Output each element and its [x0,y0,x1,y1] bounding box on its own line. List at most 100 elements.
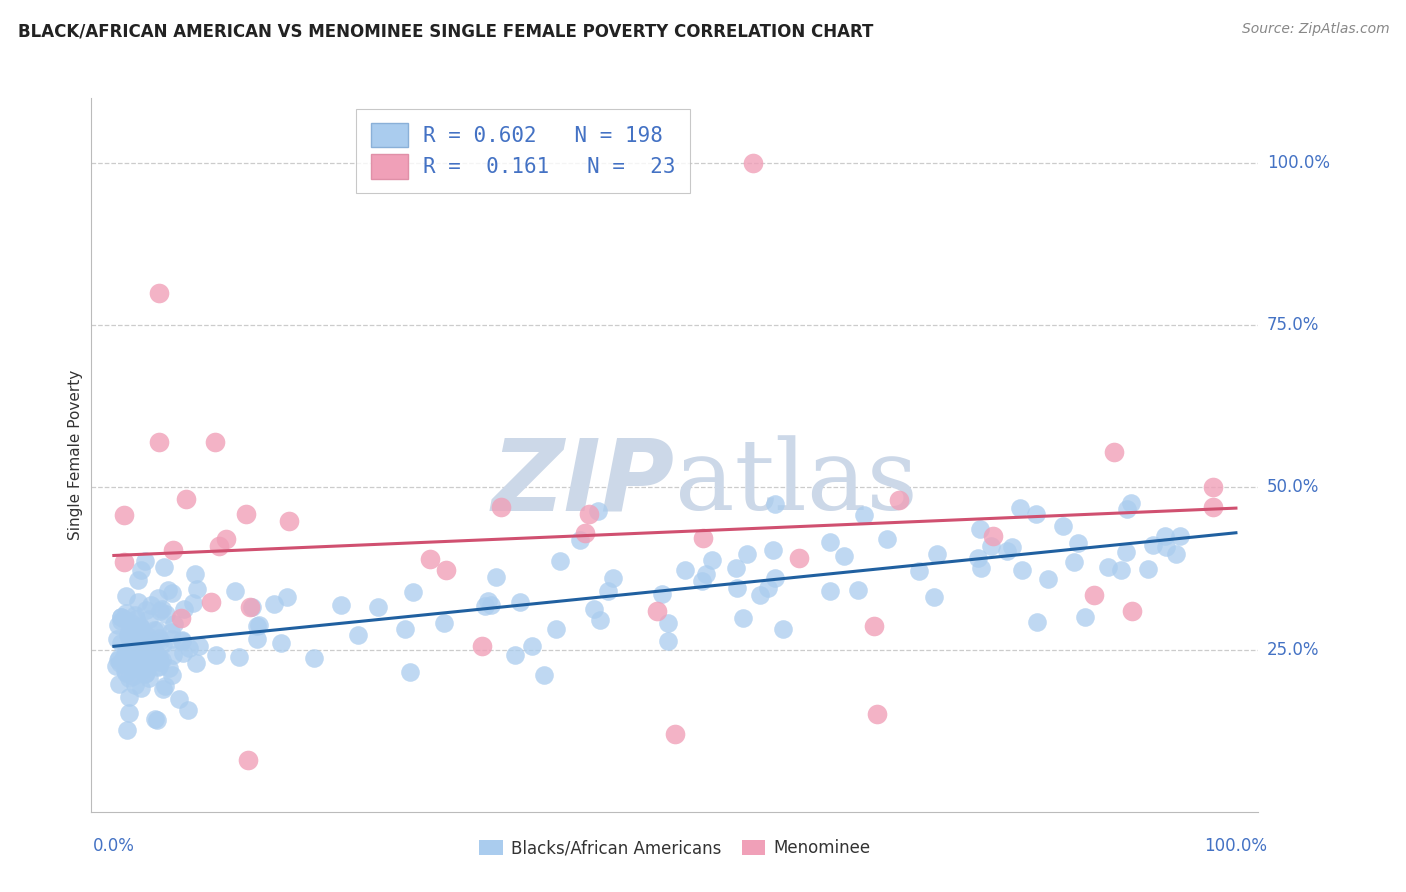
Point [1025,507,1047,521]
Point [127,622,149,636]
Point [129,563,152,577]
Point [1109,563,1132,577]
Point [177,703,200,717]
Point [181,596,204,610]
Point [115,607,138,621]
Point [548,554,571,568]
Point [139,633,162,648]
Point [731,611,754,625]
Point [157,583,180,598]
Point [108,650,131,665]
Point [205,648,228,663]
Point [208,539,231,553]
Point [153,679,176,693]
Point [578,507,600,521]
Point [922,591,945,605]
Point [509,595,531,609]
Point [246,632,269,647]
Point [150,653,173,667]
Point [121,660,143,674]
Point [122,621,145,635]
Point [155,607,177,622]
Point [138,671,160,685]
Point [186,657,208,671]
Point [1038,573,1060,587]
Point [969,522,991,536]
Point [134,667,156,681]
Y-axis label: Single Female Poverty: Single Female Poverty [67,370,83,540]
Point [246,619,269,633]
Point [200,594,222,608]
Point [176,491,198,506]
Point [163,617,186,632]
Point [846,582,869,597]
Point [129,656,152,670]
Point [876,532,898,546]
Point [583,601,606,615]
Point [148,649,170,664]
Point [997,543,1019,558]
Point [138,647,160,661]
Point [763,497,786,511]
Point [107,653,129,667]
Point [866,707,889,722]
Point [304,651,326,665]
Point [135,666,157,681]
Point [120,616,142,631]
Point [602,571,624,585]
Point [179,640,201,655]
Point [967,551,990,566]
Point [108,677,131,691]
Point [118,631,141,645]
Point [146,591,169,606]
Point [756,581,779,595]
Point [346,628,368,642]
Point [1166,547,1188,561]
Point [115,589,138,603]
Point [121,640,143,655]
Point [172,646,194,660]
Point [162,542,184,557]
Point [173,601,195,615]
Point [479,599,502,613]
Point [129,681,152,696]
Point [118,638,141,652]
Point [270,636,292,650]
Point [366,600,388,615]
Point [1168,529,1191,543]
Point [645,604,668,618]
Point [143,623,166,637]
Point [107,618,129,632]
Point [149,604,172,618]
Point [239,599,262,614]
Point [981,528,1004,542]
Point [134,554,156,568]
Point [1154,529,1177,543]
Point [115,723,138,738]
Point [114,664,136,678]
Point [131,663,153,677]
Point [503,648,526,662]
Point [141,652,163,666]
Point [419,551,441,566]
Point [141,635,163,649]
Point [170,634,193,648]
Point [664,727,686,741]
Point [110,610,132,624]
Point [105,632,128,647]
Point [157,661,180,675]
Point [673,563,696,577]
Point [108,656,131,670]
Point [127,639,149,653]
Text: BLACK/AFRICAN AMERICAN VS MENOMINEE SINGLE FEMALE POVERTY CORRELATION CHART: BLACK/AFRICAN AMERICAN VS MENOMINEE SING… [18,22,873,40]
Point [1121,604,1143,618]
Point [128,628,150,642]
Point [1011,563,1033,577]
Point [186,582,208,596]
Point [724,561,747,575]
Point [162,648,184,662]
Point [725,581,748,595]
Point [224,583,246,598]
Point [1154,541,1177,555]
Point [215,533,238,547]
